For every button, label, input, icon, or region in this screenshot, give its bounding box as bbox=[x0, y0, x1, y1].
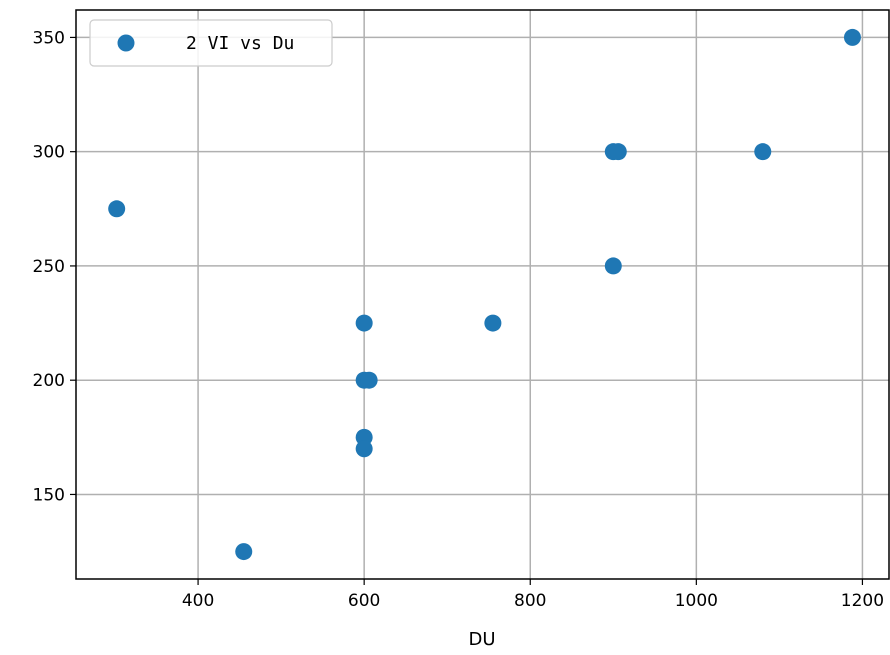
grid bbox=[76, 10, 889, 579]
data-point bbox=[754, 143, 772, 161]
data-point bbox=[360, 371, 378, 389]
y-tick-label: 300 bbox=[33, 143, 65, 163]
data-point bbox=[108, 200, 126, 218]
x-tick-label: 1000 bbox=[675, 591, 718, 611]
data-point bbox=[355, 440, 373, 458]
x-axis-label: DU bbox=[468, 629, 495, 650]
legend-box bbox=[89, 19, 333, 67]
y-tick-label: 350 bbox=[33, 28, 65, 48]
x-tick-label: 400 bbox=[182, 591, 214, 611]
axis-ticks: 400 600 800 1000 1200 150 200 250 300 350 bbox=[33, 28, 885, 611]
data-point bbox=[235, 543, 253, 561]
data-point bbox=[484, 314, 502, 332]
data-points bbox=[108, 28, 861, 561]
legend-label: 2 VI vs Du bbox=[186, 33, 294, 54]
data-point bbox=[604, 257, 622, 275]
data-point bbox=[843, 28, 861, 46]
y-tick-label: 200 bbox=[33, 371, 65, 391]
x-tick-label: 600 bbox=[348, 591, 380, 611]
y-tick-label: 150 bbox=[33, 485, 65, 505]
legend: 2 VI vs Du bbox=[89, 19, 333, 67]
y-tick-label: 250 bbox=[33, 257, 65, 277]
legend-marker bbox=[117, 34, 135, 52]
data-point bbox=[355, 314, 373, 332]
x-tick-label: 800 bbox=[514, 591, 546, 611]
x-tick-label: 1200 bbox=[841, 591, 884, 611]
data-point bbox=[609, 143, 627, 161]
plot-frame bbox=[75, 9, 890, 580]
